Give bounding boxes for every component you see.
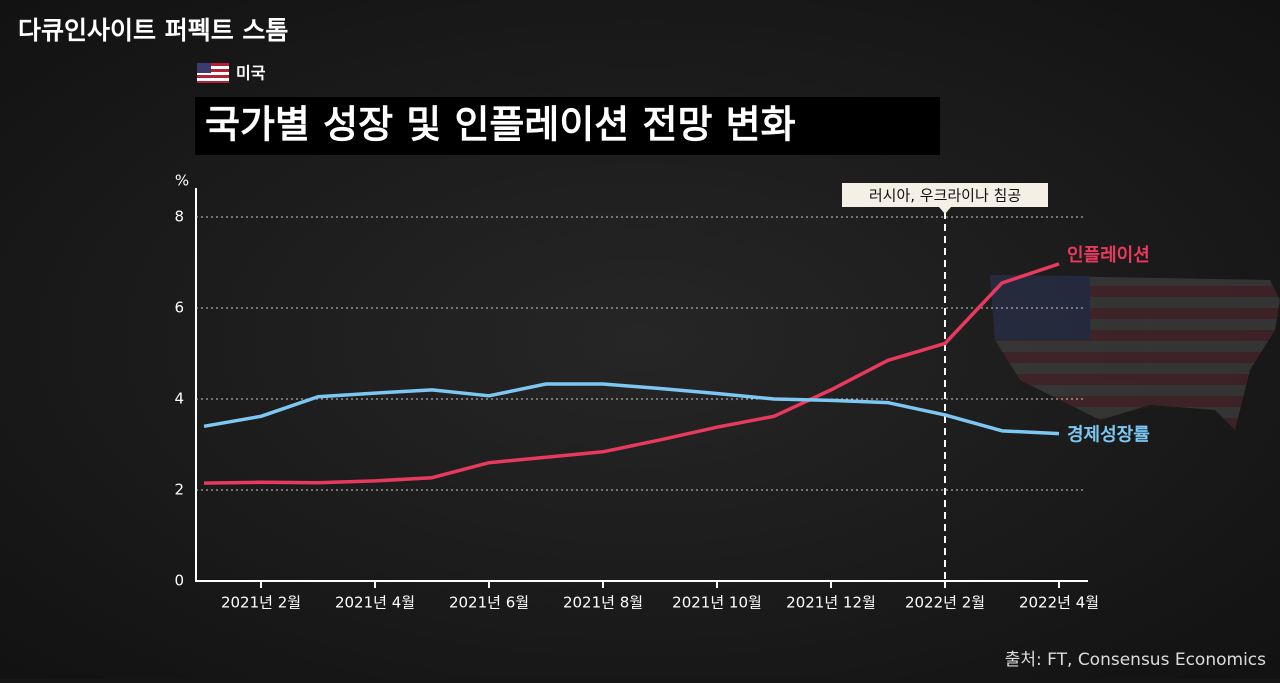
x-tick-label: 2021년 4월 — [335, 594, 415, 612]
x-tick-label: 2021년 12월 — [786, 594, 876, 612]
source: 출처: FT, Consensus Economics — [1005, 650, 1266, 670]
title-box — [195, 97, 940, 155]
brand: 다큐인사이트 퍼펙트 스톰 — [18, 16, 288, 45]
y-tick-label: 6 — [174, 299, 184, 317]
series-line — [203, 262, 1060, 485]
y-axis-label: % — [175, 172, 189, 190]
x-tick-label: 2021년 8월 — [563, 594, 643, 612]
y-tick-label: 0 — [174, 572, 184, 590]
annotation-pointer — [939, 207, 951, 214]
series-label: 경제성장률 — [1067, 425, 1150, 446]
chart-title: 국가별 성장 및 인플레이션 전망 변화 — [205, 103, 796, 147]
x-tick-label: 2022년 4월 — [1019, 594, 1099, 612]
annotation-box — [842, 183, 1048, 207]
x-tick-label: 2021년 6월 — [449, 594, 529, 612]
y-tick-label: 4 — [174, 390, 184, 408]
x-tick-label: 2021년 2월 — [221, 594, 301, 612]
annotation: 러시아, 우크라이나 침공 — [869, 187, 1021, 205]
series-line — [203, 382, 1060, 436]
x-tick-label: 2022년 2월 — [905, 594, 985, 612]
country: 미국 — [236, 64, 266, 83]
y-tick-label: 8 — [174, 208, 184, 226]
y-tick-label: 2 — [174, 481, 184, 499]
x-tick-label: 2021년 10월 — [672, 594, 762, 612]
us-map — [990, 275, 1280, 430]
series-label: 인플레이션 — [1067, 245, 1150, 266]
